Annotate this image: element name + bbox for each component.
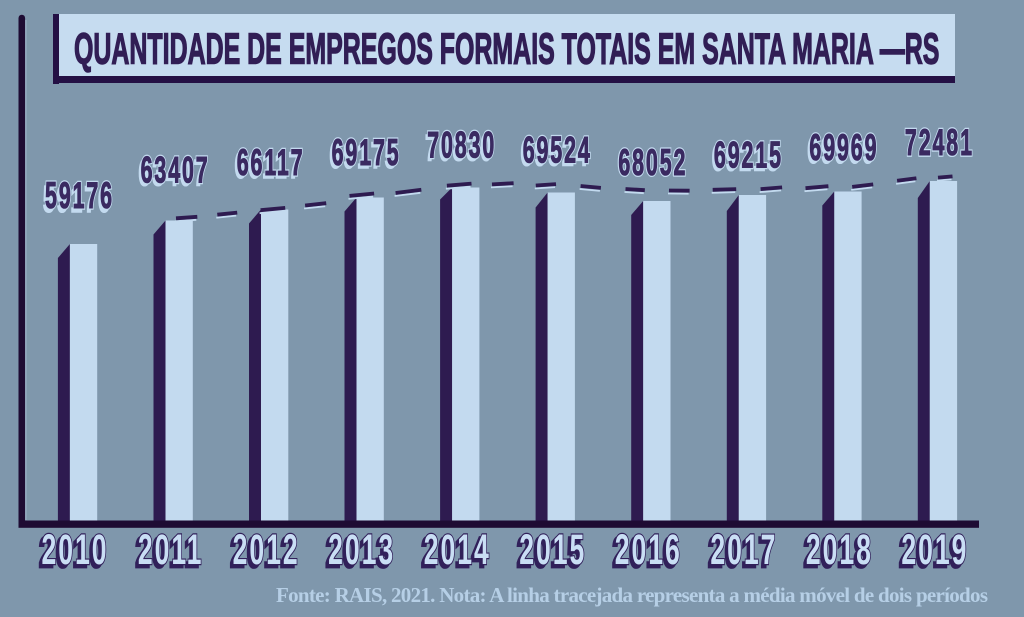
- svg-text:2013: 2013: [325, 529, 392, 577]
- svg-text:70830: 70830: [427, 126, 496, 166]
- svg-text:59176: 59176: [43, 180, 112, 220]
- svg-text:2010: 2010: [42, 526, 109, 574]
- svg-text:68052: 68052: [618, 143, 687, 183]
- svg-text:69524: 69524: [523, 131, 592, 171]
- svg-text:72481: 72481: [904, 124, 973, 164]
- svg-text:69524: 69524: [523, 131, 592, 171]
- svg-text:63407: 63407: [138, 153, 207, 193]
- svg-text:59176: 59176: [45, 176, 114, 216]
- svg-text:68052: 68052: [617, 143, 686, 183]
- svg-text:69524: 69524: [521, 133, 590, 173]
- svg-text:2016: 2016: [612, 529, 679, 577]
- svg-text:2012: 2012: [230, 529, 297, 577]
- svg-text:2017: 2017: [708, 529, 775, 577]
- svg-text:69969: 69969: [809, 128, 878, 168]
- svg-text:69175: 69175: [329, 136, 398, 176]
- svg-text:66117: 66117: [237, 143, 305, 183]
- svg-text:69175: 69175: [332, 133, 401, 173]
- svg-text:2018: 2018: [803, 529, 870, 577]
- svg-text:72481: 72481: [905, 123, 974, 163]
- svg-text:2013: 2013: [328, 526, 395, 574]
- svg-text:72481: 72481: [905, 123, 974, 163]
- svg-text:69215: 69215: [714, 136, 783, 176]
- svg-text:2014: 2014: [424, 526, 491, 574]
- svg-text:70830: 70830: [427, 126, 496, 166]
- svg-text:63407: 63407: [141, 151, 210, 191]
- svg-text:69215: 69215: [714, 136, 783, 176]
- svg-text:63407: 63407: [141, 151, 210, 191]
- svg-text:69969: 69969: [807, 131, 876, 171]
- svg-text:Fonte: RAIS, 2021. Nota: A lin: Fonte: RAIS, 2021. Nota: A linha traceja…: [276, 583, 988, 607]
- svg-text:QUANTIDADE DE EMPREGOS FORMAIS: QUANTIDADE DE EMPREGOS FORMAIS TOTAIS EM…: [74, 24, 939, 73]
- svg-text:2011: 2011: [138, 526, 204, 574]
- svg-text:2010: 2010: [39, 529, 106, 577]
- svg-text:2019: 2019: [901, 526, 968, 574]
- svg-text:68052: 68052: [618, 143, 687, 183]
- svg-text:66117: 66117: [235, 146, 303, 186]
- svg-text:69215: 69215: [712, 138, 781, 178]
- svg-text:2017: 2017: [710, 526, 777, 574]
- svg-text:2015: 2015: [517, 529, 584, 577]
- svg-text:2012: 2012: [233, 526, 300, 574]
- svg-text:70830: 70830: [425, 128, 494, 168]
- svg-text:2015: 2015: [519, 526, 586, 574]
- svg-text:2018: 2018: [806, 526, 873, 574]
- svg-text:66117: 66117: [237, 143, 305, 183]
- svg-text:2014: 2014: [421, 529, 488, 577]
- svg-text:69969: 69969: [809, 128, 878, 168]
- svg-text:2016: 2016: [615, 526, 682, 574]
- svg-text:2011: 2011: [135, 529, 201, 577]
- svg-text:59176: 59176: [45, 176, 114, 216]
- svg-text:69175: 69175: [332, 133, 401, 173]
- svg-text:2019: 2019: [899, 529, 966, 577]
